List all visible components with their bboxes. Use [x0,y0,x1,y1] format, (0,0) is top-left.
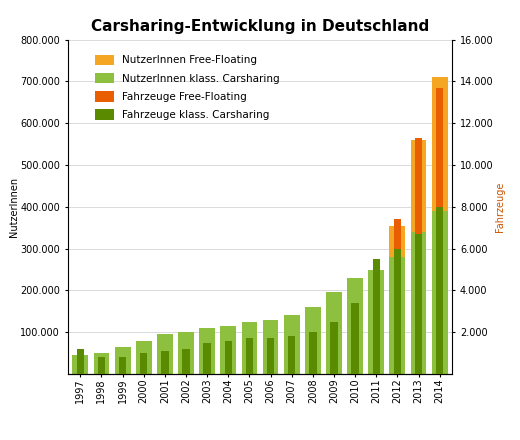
Bar [72,355,88,374]
Bar [347,278,363,374]
Bar [389,257,406,374]
Bar [119,357,126,374]
Bar [415,234,422,374]
Bar [284,315,300,374]
Bar [98,357,105,374]
Bar [94,353,109,374]
Bar [157,334,173,374]
Bar [394,219,401,249]
Bar [432,77,448,211]
Bar [161,351,168,374]
Bar [305,307,321,374]
Bar [309,332,317,374]
Y-axis label: Fahrzeuge: Fahrzeuge [495,182,505,232]
Bar [436,88,444,207]
Bar [220,326,236,374]
Bar [436,207,444,374]
Bar [432,211,448,374]
Bar [140,353,147,374]
Legend: NutzerInnen Free-Floating, NutzerInnen klass. Carsharing, Fahrzeuge Free-Floatin: NutzerInnen Free-Floating, NutzerInnen k… [92,51,283,123]
Y-axis label: NutzerInnen: NutzerInnen [9,177,19,237]
Bar [76,349,84,374]
Bar [411,232,426,374]
Bar [203,343,211,374]
Bar [136,341,152,374]
Bar [326,293,342,374]
Bar [389,226,406,257]
Bar [225,341,232,374]
Bar [263,319,279,374]
Bar [199,328,215,374]
Bar [183,349,190,374]
Bar [288,336,295,374]
Bar [373,259,380,374]
Bar [114,347,131,374]
Bar [394,249,401,374]
Bar [241,322,257,374]
Bar [330,322,337,374]
Bar [415,138,422,234]
Bar [178,332,194,374]
Bar [368,269,384,374]
Bar [411,140,426,232]
Bar [246,338,253,374]
Title: Carsharing-Entwicklung in Deutschland: Carsharing-Entwicklung in Deutschland [91,19,429,34]
Bar [352,303,359,374]
Bar [267,338,274,374]
